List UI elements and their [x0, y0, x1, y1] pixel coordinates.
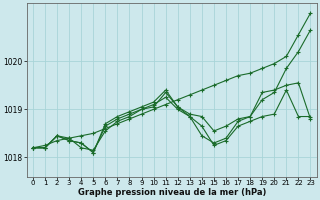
X-axis label: Graphe pression niveau de la mer (hPa): Graphe pression niveau de la mer (hPa) — [77, 188, 266, 197]
